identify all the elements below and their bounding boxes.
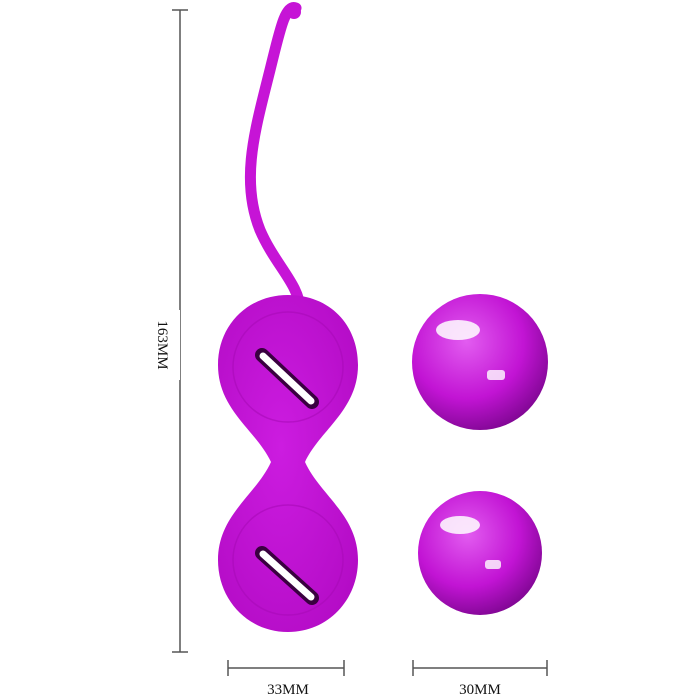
slot-top xyxy=(255,348,319,409)
silicone-holder xyxy=(218,2,358,632)
ball-small xyxy=(418,491,542,615)
width-dimension-silicone: 33MM xyxy=(227,660,345,698)
height-dimension: 163MM xyxy=(150,9,188,653)
width-dimension-ball: 30MM xyxy=(412,660,548,698)
height-label: 163MM xyxy=(154,320,170,369)
slot-bottom xyxy=(255,546,319,605)
width-label-ball: 30MM xyxy=(459,682,501,698)
width-label-silicone: 33MM xyxy=(267,682,309,698)
ball-large xyxy=(412,294,548,430)
